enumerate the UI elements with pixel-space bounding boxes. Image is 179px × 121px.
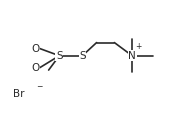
Text: S: S (79, 51, 86, 61)
Text: S: S (56, 51, 63, 61)
Text: Br: Br (13, 89, 24, 99)
Text: O: O (31, 63, 39, 73)
Text: O: O (31, 44, 39, 53)
Text: +: + (135, 42, 142, 51)
Text: N: N (128, 51, 136, 61)
Text: −: − (37, 82, 43, 91)
